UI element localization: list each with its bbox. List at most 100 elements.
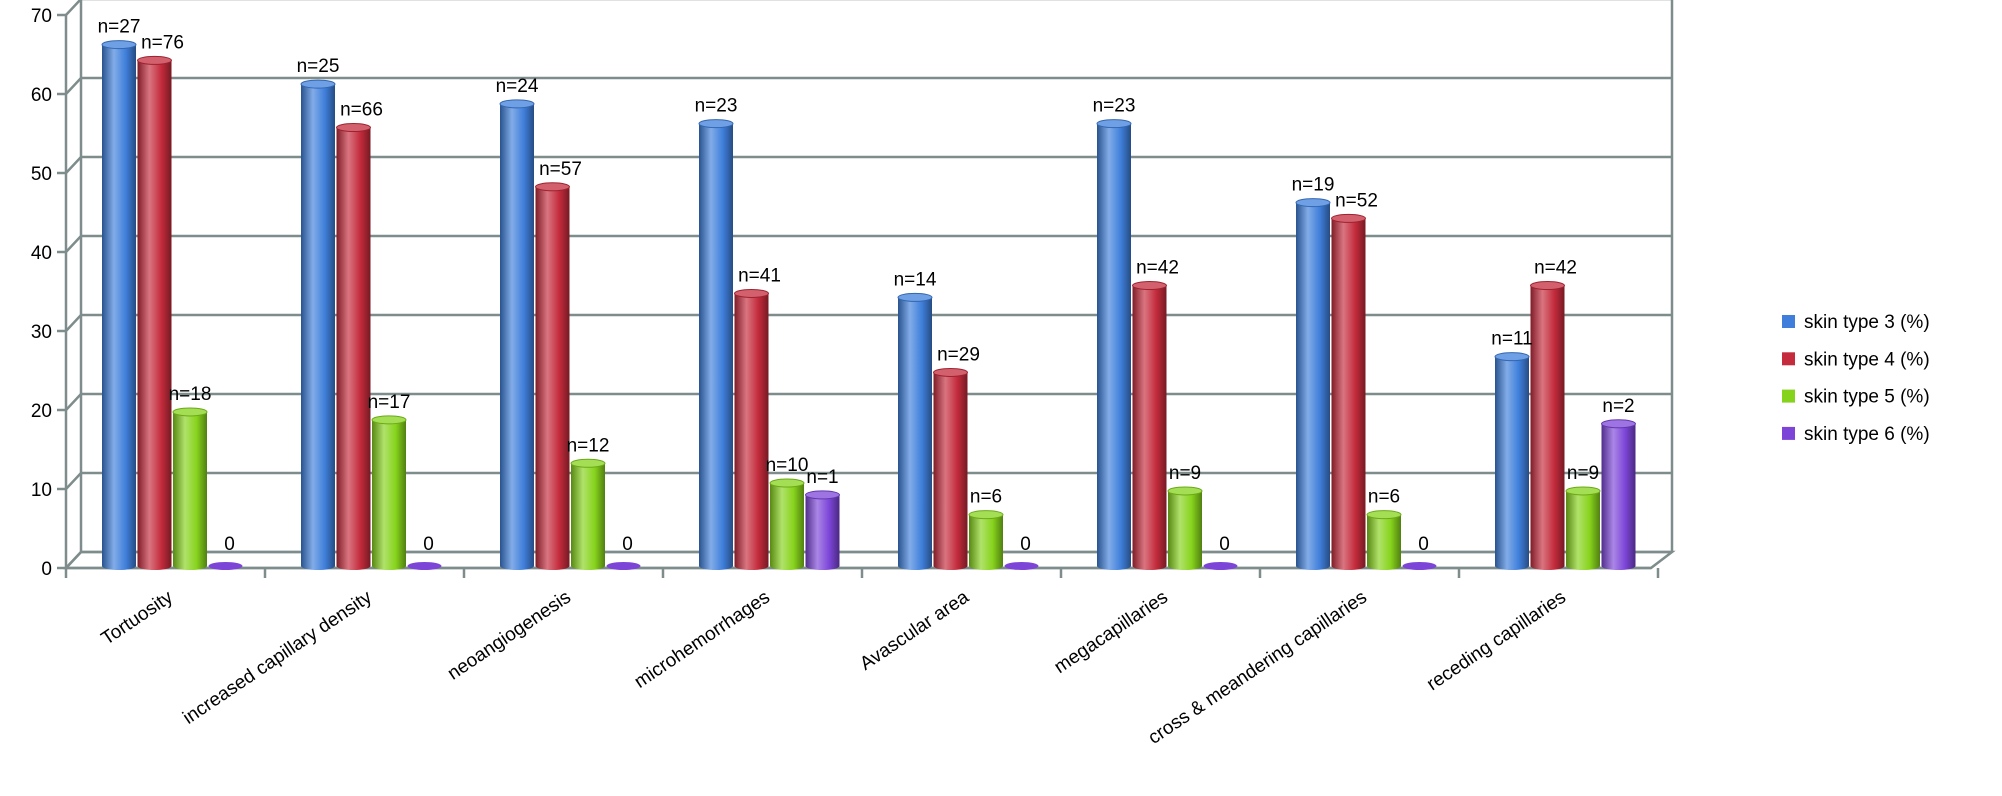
bar-body bbox=[969, 514, 1003, 570]
bar bbox=[968, 510, 1004, 570]
bar bbox=[535, 182, 570, 571]
axis-layer: 0 10 20 30 40 50 60 70 Tortuosity increased capil… bbox=[31, 6, 1660, 749]
bar bbox=[1167, 486, 1203, 570]
data-label: n=24 bbox=[496, 76, 539, 97]
x-tick-label: microhemorrhages bbox=[631, 587, 774, 693]
bar-top bbox=[1601, 419, 1636, 429]
y-tick-label: 10 bbox=[31, 480, 52, 501]
bar-top bbox=[933, 367, 968, 377]
data-label: n=10 bbox=[766, 455, 809, 476]
bar-body bbox=[1495, 356, 1529, 570]
bar bbox=[1402, 562, 1437, 570]
bar-body bbox=[173, 411, 207, 570]
bar-top bbox=[1494, 352, 1530, 362]
legend-swatch bbox=[1782, 389, 1795, 403]
data-label: n=19 bbox=[1292, 175, 1335, 196]
x-tick-label: receding capillaries bbox=[1423, 587, 1570, 695]
bar-body bbox=[137, 60, 172, 571]
bar-zero-disc bbox=[208, 562, 243, 570]
x-tick-label: increased capillary density bbox=[179, 586, 376, 728]
bar bbox=[1132, 281, 1167, 570]
legend-item: skin type 4 (%) bbox=[1782, 349, 1930, 370]
y-tick-label: 50 bbox=[31, 164, 52, 185]
bar-body bbox=[1132, 285, 1167, 570]
data-label: 0 bbox=[1418, 534, 1429, 555]
bar bbox=[336, 123, 371, 571]
bar-body bbox=[336, 127, 371, 571]
bar bbox=[1494, 352, 1530, 570]
legend-item: skin type 5 (%) bbox=[1782, 387, 1930, 408]
bar-top bbox=[1167, 486, 1203, 496]
bar-top bbox=[1530, 281, 1565, 291]
legend-swatch bbox=[1782, 426, 1795, 440]
bar-zero-disc bbox=[407, 562, 442, 570]
gridline-connector bbox=[65, 156, 82, 174]
bar-top bbox=[968, 510, 1004, 520]
data-label: n=41 bbox=[738, 265, 781, 286]
bar bbox=[1004, 562, 1039, 570]
bar bbox=[933, 367, 968, 570]
bar-zero-disc bbox=[1402, 562, 1437, 570]
data-label: n=11 bbox=[1491, 329, 1532, 350]
x-tick-label: cross & meandering capillaries bbox=[1145, 587, 1371, 749]
data-label: 0 bbox=[224, 534, 235, 555]
bar bbox=[371, 415, 407, 570]
data-label: n=42 bbox=[1534, 258, 1577, 279]
data-label: n=23 bbox=[695, 96, 738, 117]
gridline-connector bbox=[65, 235, 82, 253]
bar bbox=[1203, 562, 1238, 570]
bar-top bbox=[101, 40, 137, 50]
bar-top bbox=[734, 288, 769, 298]
data-label: n=6 bbox=[1368, 487, 1400, 508]
bar-body bbox=[1168, 490, 1202, 570]
bar-top bbox=[1132, 281, 1167, 291]
data-label: 0 bbox=[1020, 534, 1031, 555]
x-tick-label: neoangiogenesis bbox=[444, 587, 575, 685]
bar-zero-disc bbox=[1004, 562, 1039, 570]
bar bbox=[1366, 510, 1402, 570]
bar bbox=[698, 119, 734, 570]
bar-body bbox=[1097, 123, 1131, 570]
data-label: n=52 bbox=[1335, 190, 1378, 211]
bar bbox=[1295, 198, 1331, 570]
data-label: 0 bbox=[622, 534, 633, 555]
bar bbox=[897, 292, 933, 570]
y-tick-label: 70 bbox=[31, 6, 52, 27]
data-label: n=17 bbox=[368, 392, 411, 413]
bar-top bbox=[805, 490, 840, 500]
y-tick-label: 30 bbox=[31, 322, 52, 343]
data-label: n=57 bbox=[539, 159, 582, 180]
data-label-layer: n=27 n=25 n=24 n=23 n=14 n=23 n=19 n=11 n=76 n=66… bbox=[98, 17, 1635, 555]
data-label: n=25 bbox=[297, 56, 340, 77]
legend-swatch bbox=[1782, 315, 1795, 328]
bar bbox=[1530, 281, 1565, 570]
bar-top bbox=[300, 79, 336, 89]
bar-body bbox=[1367, 514, 1401, 570]
bar-top bbox=[570, 458, 606, 468]
data-label: n=2 bbox=[1602, 396, 1634, 417]
bar bbox=[769, 478, 805, 570]
bar bbox=[1565, 486, 1601, 570]
legend: skin type 3 (%) skin type 4 (%) skin type … bbox=[1782, 312, 1930, 445]
y-tick-label: 60 bbox=[31, 85, 52, 106]
bar-body bbox=[933, 372, 968, 570]
gridline-connector bbox=[65, 393, 82, 411]
bar-top bbox=[1565, 486, 1601, 496]
bar bbox=[208, 562, 243, 570]
bar-layer bbox=[101, 40, 1636, 571]
bar bbox=[734, 288, 769, 570]
bar bbox=[407, 562, 442, 570]
bar bbox=[300, 79, 336, 570]
data-label: n=29 bbox=[937, 344, 980, 365]
bar-body bbox=[805, 494, 840, 570]
legend-item: skin type 3 (%) bbox=[1782, 312, 1930, 333]
data-label: n=9 bbox=[1567, 463, 1599, 484]
data-label: n=6 bbox=[970, 487, 1002, 508]
bar bbox=[499, 99, 535, 570]
gridline-connector bbox=[65, 0, 82, 16]
bar bbox=[1331, 213, 1366, 570]
bar-body bbox=[734, 293, 769, 570]
x-tick-label: megacapillaries bbox=[1051, 587, 1172, 678]
